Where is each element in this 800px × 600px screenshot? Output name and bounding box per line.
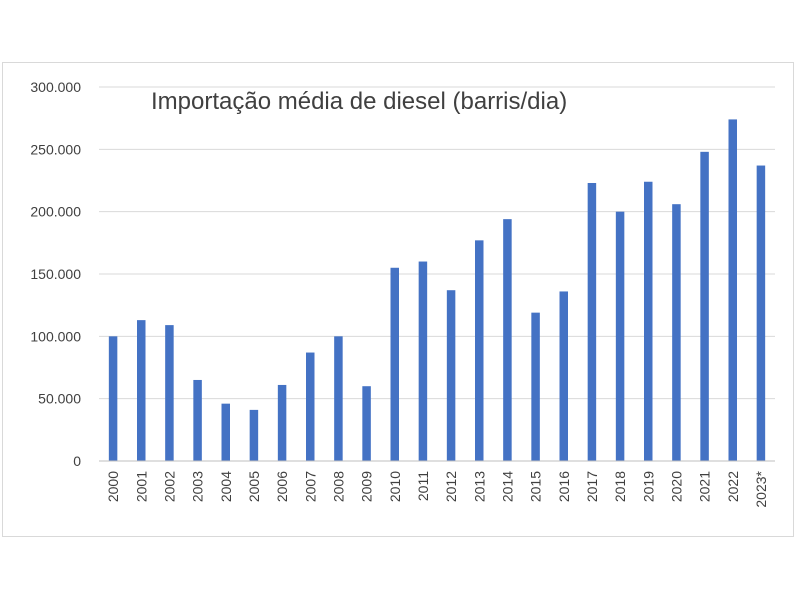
x-tick-label: 2009 bbox=[359, 471, 375, 502]
bar-2003 bbox=[193, 379, 202, 461]
x-tick-label: 2021 bbox=[697, 471, 713, 502]
bar-2013 bbox=[475, 240, 484, 461]
y-tick-label: 0 bbox=[73, 453, 81, 469]
chart-frame: 0 50.000 100.000 150.000 200.000 250.000 300.0… bbox=[2, 62, 794, 537]
x-tick-label: 2013 bbox=[471, 471, 487, 502]
bar-2005 bbox=[249, 409, 259, 461]
gridlines bbox=[99, 86, 775, 400]
x-tick-label: 2003 bbox=[190, 471, 206, 502]
y-tick-label: 100.000 bbox=[30, 328, 81, 344]
bar-2017 bbox=[587, 182, 597, 461]
x-tick-label: 2007 bbox=[302, 471, 318, 502]
bar-2001 bbox=[137, 320, 146, 461]
x-tick-label: 2017 bbox=[584, 471, 600, 502]
x-tick-label: 2002 bbox=[161, 471, 177, 502]
x-tick-label: 2010 bbox=[387, 471, 403, 502]
x-tick-label: 2004 bbox=[218, 471, 234, 502]
bar-2008 bbox=[334, 336, 343, 461]
x-tick-label: 2019 bbox=[640, 471, 656, 502]
bar-2014 bbox=[503, 219, 512, 461]
bar-2018 bbox=[615, 211, 625, 461]
x-tick-label: 2006 bbox=[274, 471, 290, 502]
x-tick-label: 2005 bbox=[246, 471, 262, 502]
bar-2006 bbox=[277, 384, 287, 461]
x-tick-label: 2015 bbox=[528, 471, 544, 502]
bar-2012 bbox=[446, 290, 456, 461]
x-tick-label: 2022 bbox=[725, 471, 741, 502]
x-tick-label: 2020 bbox=[668, 471, 684, 502]
bar-2000 bbox=[108, 336, 118, 461]
y-tick-label: 150.000 bbox=[30, 266, 81, 282]
bar-2011 bbox=[418, 261, 428, 461]
y-tick-label: 50.000 bbox=[38, 391, 81, 407]
x-axis-ticks: 2000 2001 2002 2003 2004 2005 2006 2007 2008 2009… bbox=[105, 470, 769, 507]
y-tick-label: 250.000 bbox=[30, 141, 81, 157]
x-tick-label: 2023* bbox=[753, 470, 769, 507]
bar-2015 bbox=[531, 312, 540, 461]
x-tick-label: 2000 bbox=[105, 471, 121, 502]
bar-2023est bbox=[756, 165, 766, 461]
bar-2010 bbox=[390, 267, 399, 461]
x-tick-label: 2008 bbox=[330, 471, 346, 502]
x-tick-label: 2012 bbox=[443, 471, 459, 502]
bars bbox=[108, 119, 766, 462]
x-tick-label: 2018 bbox=[612, 471, 628, 502]
bar-2007 bbox=[306, 352, 315, 461]
x-tick-label: 2016 bbox=[556, 471, 572, 502]
chart-title: Importação média de diesel (barris/dia) bbox=[151, 88, 567, 115]
bar-2009 bbox=[362, 386, 371, 461]
y-tick-label: 200.000 bbox=[30, 204, 81, 220]
bar-2004 bbox=[221, 403, 230, 461]
bar-2002 bbox=[165, 325, 174, 461]
bar-2019 bbox=[644, 181, 653, 461]
y-tick-label: 300.000 bbox=[30, 79, 81, 95]
bar-2021 bbox=[700, 151, 709, 461]
x-tick-label: 2014 bbox=[499, 471, 515, 502]
y-axis-ticks: 0 50.000 100.000 150.000 200.000 250.000 300.0… bbox=[30, 79, 81, 469]
bar-chart: 0 50.000 100.000 150.000 200.000 250.000 300.0… bbox=[30, 79, 775, 508]
x-tick-label: 2001 bbox=[133, 471, 149, 502]
bar-2016 bbox=[559, 291, 568, 461]
bar-2020 bbox=[672, 204, 681, 462]
bar-2022 bbox=[728, 119, 737, 461]
x-tick-label: 2011 bbox=[415, 471, 431, 501]
